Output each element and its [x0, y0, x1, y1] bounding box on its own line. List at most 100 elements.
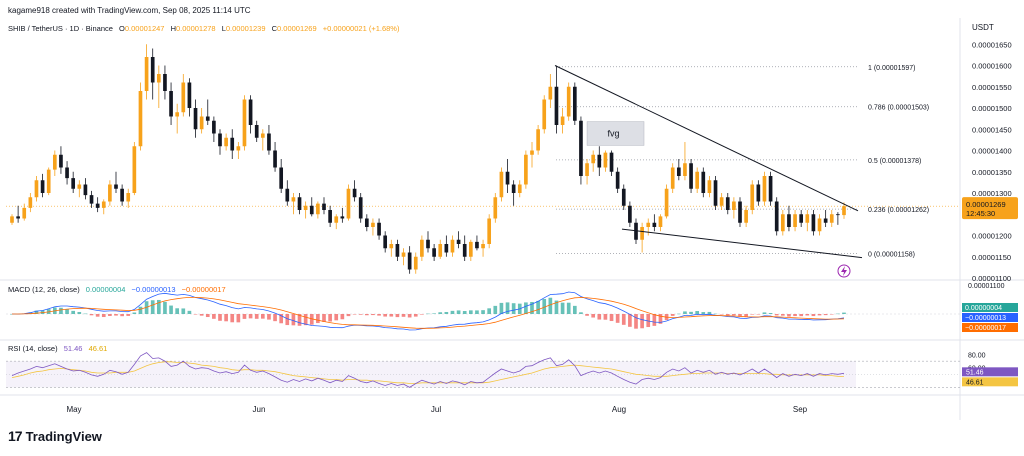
- macd-histogram-bar: [621, 314, 626, 325]
- macd-histogram-bar: [799, 314, 804, 317]
- candle-body: [205, 116, 210, 121]
- symbol-title[interactable]: SHIB / TetherUS · 1D · Binance: [8, 24, 113, 33]
- macd-histogram-bar: [536, 300, 540, 314]
- macd-histogram-bar: [377, 314, 381, 316]
- price-tick-label: 0.00001100: [972, 274, 1011, 283]
- macd-histogram-bar: [646, 314, 651, 328]
- candle-body: [640, 227, 644, 240]
- rsi-value-tag: [962, 367, 1018, 377]
- candle-body: [193, 108, 198, 130]
- macd-histogram-bar: [811, 314, 816, 317]
- candle-body: [713, 180, 718, 206]
- macd-histogram-bar: [652, 314, 657, 326]
- fib-label: 0.236 (0.00001262): [868, 207, 929, 214]
- candle-body: [805, 214, 810, 223]
- candle-body: [267, 133, 271, 151]
- candle-body: [16, 216, 20, 219]
- candle-body: [505, 171, 510, 185]
- candle-body: [120, 188, 124, 202]
- tradingview-logo[interactable]: 17 TradingView: [8, 428, 102, 444]
- macd-histogram-bar: [254, 314, 259, 319]
- price-tick-label: 0.00001650: [972, 40, 1012, 49]
- candle-body: [744, 210, 748, 223]
- candle-body: [309, 205, 314, 215]
- candle-body: [646, 222, 651, 227]
- candle-body: [352, 188, 357, 198]
- candle-body: [591, 154, 596, 164]
- candle-body: [836, 214, 840, 216]
- lightning-icon[interactable]: [837, 264, 851, 278]
- macd-title[interactable]: MACD (12, 26, close): [8, 285, 80, 294]
- candle-body: [407, 252, 412, 270]
- macd-histogram-bar: [640, 314, 644, 329]
- rsi-value: 51.46: [63, 344, 83, 353]
- macd-histogram-bar: [481, 310, 485, 314]
- price-tick-label: 0.00001400: [972, 147, 1012, 156]
- macd-histogram-bar: [719, 314, 724, 315]
- macd-histogram-bar: [542, 298, 547, 314]
- candle-body: [450, 239, 455, 253]
- macd-value-tag: [962, 303, 1018, 312]
- candle-body: [829, 214, 834, 223]
- candle-body: [316, 203, 320, 215]
- macd-histogram-bar: [762, 312, 767, 314]
- candle-body: [817, 218, 822, 232]
- price-tick-label: 0.00001350: [972, 168, 1012, 177]
- candle-body: [169, 91, 173, 117]
- candle-body: [481, 244, 485, 249]
- macd-histogram-bar: [579, 312, 583, 314]
- candle-body: [28, 197, 33, 208]
- macd-histogram-bar: [224, 314, 228, 322]
- candle-body: [560, 116, 565, 125]
- candle-body: [10, 216, 14, 223]
- fvg-label: fvg: [608, 129, 620, 139]
- candle-body: [658, 216, 663, 227]
- macd-histogram-bar: [572, 305, 577, 314]
- candle-body: [787, 214, 791, 227]
- candle-body: [719, 197, 724, 206]
- candle-body: [260, 133, 265, 138]
- macd-histogram-bar: [603, 314, 608, 320]
- candle-body: [517, 184, 522, 193]
- macd-histogram-bar: [297, 314, 302, 326]
- macd-signal-value: −0.00000017: [181, 285, 226, 294]
- candle-body: [285, 188, 290, 202]
- candle-body: [395, 244, 400, 257]
- macd-histogram-bar: [334, 314, 339, 321]
- price-tag-value: 0.00001269: [966, 200, 1006, 209]
- fib-label: 0.786 (0.00001503): [868, 105, 929, 112]
- macd-histogram-bar: [566, 302, 571, 314]
- candle-body: [413, 256, 418, 270]
- macd-histogram-bar: [683, 311, 687, 314]
- macd-value-tag-text: 0.00000004: [965, 305, 1002, 312]
- macd-histogram-bar: [395, 314, 400, 318]
- macd-histogram-bar: [273, 314, 277, 322]
- high-label: H: [170, 24, 176, 33]
- candle-body: [536, 129, 540, 151]
- macd-histogram-bar: [212, 314, 216, 319]
- candle-body: [799, 214, 804, 223]
- candle-body: [138, 91, 143, 147]
- price-tick-label: 0.00001150: [972, 253, 1011, 262]
- macd-histogram-bar: [120, 314, 124, 317]
- candle-body: [432, 248, 436, 257]
- candle-body: [144, 57, 149, 91]
- macd-histogram-bar: [267, 314, 271, 320]
- candle-body: [615, 171, 620, 189]
- rsi-ma-line: [11, 361, 845, 384]
- candle-body: [248, 99, 253, 125]
- candle-body: [40, 180, 45, 193]
- candle-body: [487, 218, 492, 244]
- candle-body: [566, 86, 571, 117]
- macd-histogram-bar: [322, 314, 326, 322]
- candle-body: [468, 241, 473, 257]
- time-axis-label: Sep: [793, 405, 808, 414]
- macd-histogram-bar: [793, 314, 797, 317]
- macd-histogram-bar: [187, 310, 192, 314]
- candle-body: [530, 150, 534, 155]
- macd-histogram-bar: [346, 314, 351, 317]
- fibonacci-levels: 1 (0.00001597) 0.786 (0.00001503) 0.5 (0.0…: [6, 65, 960, 258]
- candle-body: [273, 150, 277, 168]
- candle-body: [774, 201, 779, 232]
- rsi-title[interactable]: RSI (14, close): [8, 344, 58, 353]
